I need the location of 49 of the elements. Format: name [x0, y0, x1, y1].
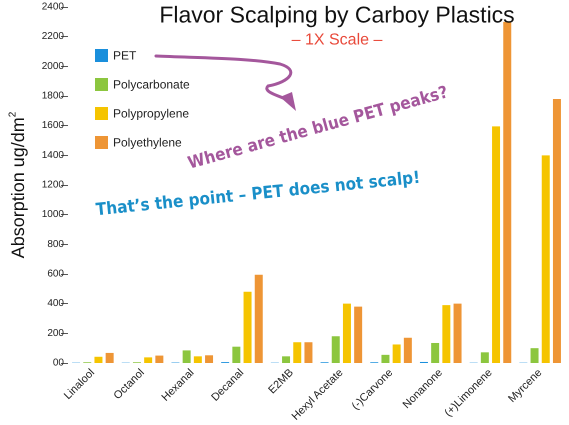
- bar: [282, 356, 290, 364]
- bar: [530, 348, 539, 364]
- y-tick-label: 1800: [42, 90, 64, 102]
- bar: [480, 352, 489, 364]
- bar: [155, 356, 164, 364]
- bar: [254, 274, 263, 364]
- bar: [332, 336, 340, 364]
- y-tick-label: 2400: [42, 2, 64, 12]
- bar: [381, 354, 390, 364]
- legend-label: Polypropylene: [113, 106, 190, 120]
- annotation: That’s the point – PET does not scalp!: [94, 168, 422, 220]
- bar: [106, 352, 114, 364]
- bar: [492, 126, 500, 364]
- bar: [232, 346, 240, 364]
- y-tick-label: 600: [47, 268, 64, 280]
- bar: [552, 98, 561, 364]
- bar: [542, 155, 550, 364]
- y-axis-title: Absorption ug/dm2: [8, 111, 28, 258]
- bar: [94, 356, 102, 364]
- bar: [205, 355, 214, 364]
- bar: [293, 342, 302, 364]
- bar: [144, 357, 152, 364]
- y-tick-label: 1200: [42, 180, 64, 190]
- y-tick-label: 1600: [42, 120, 64, 132]
- text: – 1X Scale –: [292, 32, 382, 48]
- bar: [431, 342, 440, 364]
- y-tick-label: 400: [47, 298, 64, 310]
- bar: [442, 305, 450, 364]
- legend-label: Polycarbonate: [113, 78, 190, 92]
- bar: [304, 342, 312, 364]
- bar: [244, 292, 252, 364]
- bar: [404, 338, 412, 364]
- y-tick-label: 2200: [42, 31, 64, 42]
- bar: [354, 306, 362, 364]
- bar: [342, 304, 351, 364]
- y-tick-label: 1000: [42, 209, 64, 220]
- y-tick-label: 00: [52, 358, 64, 369]
- bar: [454, 304, 462, 364]
- chart-title: Flavor Scalping by Carboy Plastics: [159, 2, 515, 28]
- legend-label: PET: [113, 48, 138, 62]
- y-tick-label: 2000: [42, 60, 64, 72]
- y-tick-label: 1400: [42, 150, 64, 161]
- bar: [194, 356, 202, 364]
- y-tick-label: 800: [47, 238, 64, 250]
- bar: [392, 344, 401, 364]
- y-tick-label: 200: [47, 328, 64, 339]
- legend-label: Polyethylene: [113, 136, 182, 150]
- bar: [182, 350, 191, 364]
- bar: [503, 22, 512, 364]
